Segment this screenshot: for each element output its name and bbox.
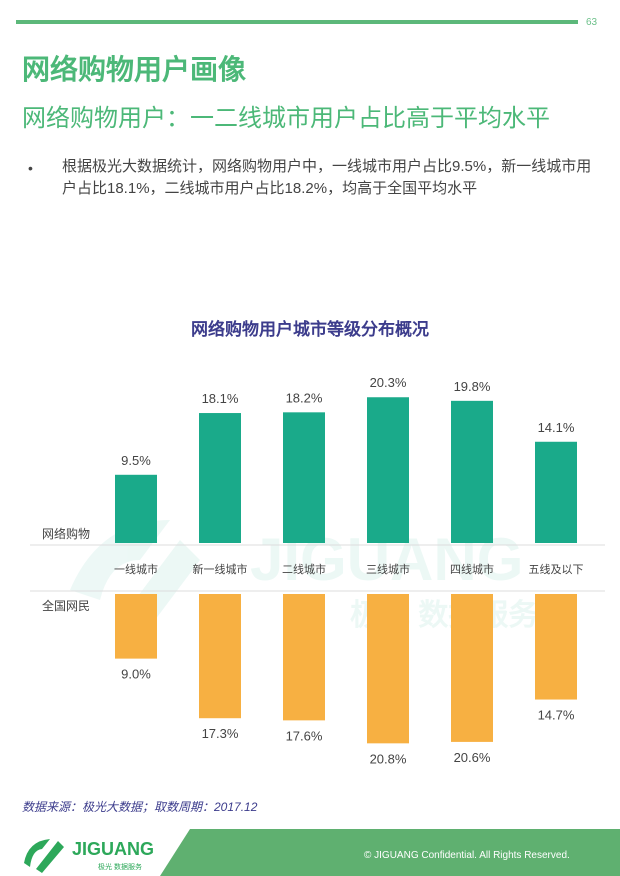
svg-text:JIGUANG: JIGUANG (72, 839, 154, 859)
bullet-icon: • (28, 160, 33, 176)
category-label: 五线及以下 (529, 562, 584, 576)
copyright: © JIGUANG Confidential. All Rights Reser… (364, 850, 570, 861)
category-label: 一线城市 (114, 562, 158, 576)
bar-national (115, 594, 157, 659)
data-label-online-shopping: 18.2% (286, 390, 323, 405)
data-label-online-shopping: 14.1% (538, 420, 575, 435)
bar-national (535, 594, 577, 700)
data-label-national: 20.6% (454, 750, 491, 765)
series-label-national: 全国网民 (42, 598, 90, 613)
data-label-online-shopping: 18.1% (202, 391, 239, 406)
bar-online-shopping (283, 412, 325, 543)
bar-online-shopping (115, 474, 157, 543)
svg-text:极光 数据服务: 极光 数据服务 (98, 862, 142, 871)
bar-national (283, 594, 325, 721)
header-rule (16, 20, 578, 24)
data-source: 数据来源：极光大数据；取数周期：2017.12 (22, 800, 258, 814)
category-label: 二线城市 (282, 562, 326, 576)
bar-national (367, 594, 409, 744)
bar-national (451, 594, 493, 742)
page-subtitle: 网络购物用户：一二线城市用户占比高于平均水平 (22, 105, 550, 132)
bar-national (199, 594, 241, 719)
footer-band (160, 829, 620, 876)
data-label-national: 17.6% (286, 728, 323, 743)
category-label: 新一线城市 (193, 562, 248, 576)
data-label-national: 20.8% (370, 751, 407, 766)
bar-online-shopping (535, 441, 577, 543)
bar-online-shopping (451, 400, 493, 543)
data-label-national: 14.7% (538, 708, 575, 723)
category-label: 三线城市 (366, 562, 410, 576)
page-number: 63 (586, 17, 598, 28)
series-label-online-shopping: 网络购物 (42, 526, 90, 541)
data-label-online-shopping: 19.8% (454, 379, 491, 394)
data-label-online-shopping: 20.3% (370, 375, 407, 390)
bullet-text: 根据极光大数据统计，网络购物用户中，一线城市用户占比9.5%，新一线城市用户占比… (62, 158, 592, 197)
category-label: 四线城市 (450, 562, 494, 576)
data-label-national: 17.3% (202, 726, 239, 741)
data-label-online-shopping: 9.5% (121, 453, 151, 468)
bar-online-shopping (367, 397, 409, 543)
page-title: 网络购物用户画像 (22, 54, 247, 85)
chart-title: 网络购物用户城市等级分布概况 (191, 319, 429, 339)
jiguang-logo: JIGUANG 极光 数据服务 (20, 833, 160, 876)
data-label-national: 9.0% (121, 667, 151, 682)
bar-online-shopping (199, 413, 241, 543)
